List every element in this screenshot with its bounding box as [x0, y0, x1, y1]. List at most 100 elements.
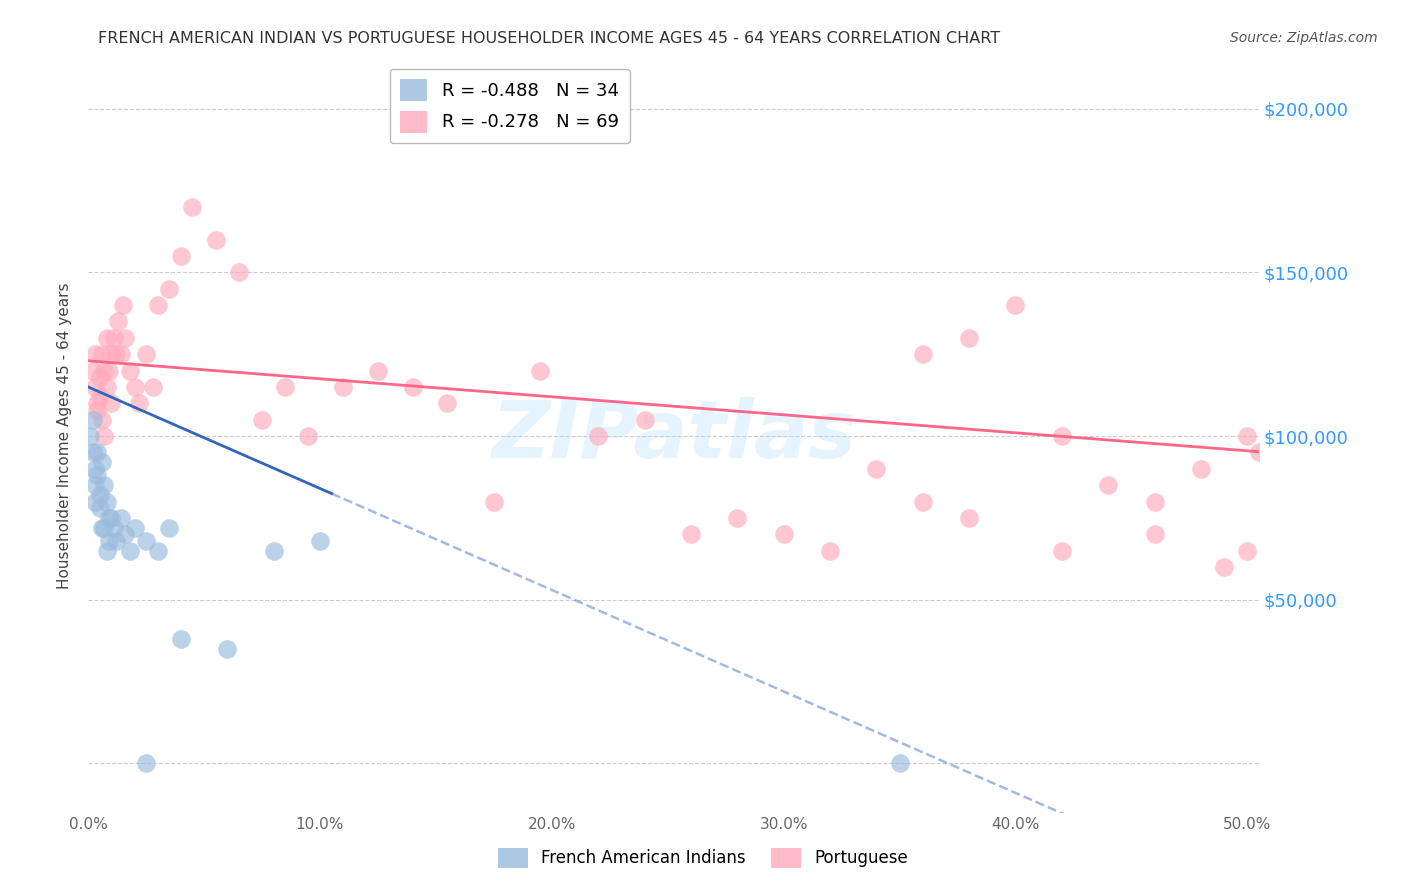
Point — [89, 501, 111, 516]
Point — [84, 380, 107, 394]
Point — [100, 347, 122, 361]
Text: ZIPatlas: ZIPatlas — [491, 397, 856, 475]
Point — [82, 445, 104, 459]
Point — [146, 298, 169, 312]
Point — [228, 265, 250, 279]
Point — [98, 363, 121, 377]
Point — [104, 533, 127, 548]
Point — [84, 462, 107, 476]
Point — [91, 521, 114, 535]
Point — [309, 533, 332, 548]
Text: FRENCH AMERICAN INDIAN VS PORTUGUESE HOUSEHOLDER INCOME AGES 45 - 64 YEARS CORRE: FRENCH AMERICAN INDIAN VS PORTUGUESE HOU… — [98, 31, 1001, 46]
Point — [91, 347, 114, 361]
Point — [1236, 429, 1258, 443]
Point — [911, 494, 934, 508]
Point — [118, 543, 141, 558]
Point — [124, 521, 146, 535]
Point — [482, 494, 505, 508]
Point — [586, 429, 609, 443]
Point — [91, 455, 114, 469]
Point — [93, 363, 115, 377]
Point — [93, 429, 115, 443]
Point — [114, 527, 136, 541]
Point — [772, 527, 794, 541]
Text: Source: ZipAtlas.com: Source: ZipAtlas.com — [1230, 31, 1378, 45]
Point — [957, 331, 980, 345]
Point — [1004, 298, 1026, 312]
Point — [367, 363, 389, 377]
Point — [128, 396, 150, 410]
Legend: French American Indians, Portuguese: French American Indians, Portuguese — [491, 841, 915, 875]
Point — [124, 380, 146, 394]
Point — [98, 533, 121, 548]
Point — [157, 282, 180, 296]
Point — [402, 380, 425, 394]
Point — [170, 632, 193, 646]
Point — [1260, 462, 1282, 476]
Point — [142, 380, 165, 394]
Point — [100, 511, 122, 525]
Point — [91, 413, 114, 427]
Point — [1143, 527, 1166, 541]
Point — [911, 347, 934, 361]
Point — [86, 445, 108, 459]
Point — [633, 413, 655, 427]
Point — [79, 429, 101, 443]
Point — [96, 543, 118, 558]
Point — [118, 363, 141, 377]
Point — [82, 363, 104, 377]
Point — [111, 298, 134, 312]
Point — [89, 370, 111, 384]
Point — [1189, 462, 1212, 476]
Point — [865, 462, 887, 476]
Point — [1282, 599, 1305, 614]
Point — [114, 331, 136, 345]
Point — [86, 468, 108, 483]
Point — [110, 347, 132, 361]
Point — [82, 413, 104, 427]
Point — [436, 396, 458, 410]
Point — [96, 331, 118, 345]
Point — [103, 331, 125, 345]
Point — [529, 363, 551, 377]
Point — [84, 494, 107, 508]
Point — [104, 347, 127, 361]
Point — [297, 429, 319, 443]
Point — [110, 511, 132, 525]
Point — [103, 521, 125, 535]
Point — [217, 641, 239, 656]
Point — [98, 511, 121, 525]
Point — [100, 396, 122, 410]
Legend: R = -0.488   N = 34, R = -0.278   N = 69: R = -0.488 N = 34, R = -0.278 N = 69 — [389, 69, 630, 144]
Point — [889, 756, 911, 771]
Point — [89, 390, 111, 404]
Point — [135, 533, 157, 548]
Point — [135, 756, 157, 771]
Point — [1143, 494, 1166, 508]
Point — [725, 511, 748, 525]
Point — [135, 347, 157, 361]
Point — [93, 521, 115, 535]
Point — [84, 347, 107, 361]
Point — [250, 413, 273, 427]
Point — [170, 249, 193, 263]
Point — [1247, 445, 1270, 459]
Point — [107, 314, 129, 328]
Point — [86, 396, 108, 410]
Point — [1306, 609, 1329, 624]
Point — [1050, 429, 1073, 443]
Point — [89, 488, 111, 502]
Point — [1236, 543, 1258, 558]
Point — [818, 543, 841, 558]
Point — [86, 403, 108, 417]
Point — [157, 521, 180, 535]
Point — [146, 543, 169, 558]
Y-axis label: Householder Income Ages 45 - 64 years: Householder Income Ages 45 - 64 years — [58, 283, 72, 590]
Point — [1097, 478, 1119, 492]
Point — [1213, 560, 1236, 574]
Point — [96, 380, 118, 394]
Point — [1260, 576, 1282, 591]
Point — [181, 200, 204, 214]
Point — [274, 380, 297, 394]
Point — [96, 494, 118, 508]
